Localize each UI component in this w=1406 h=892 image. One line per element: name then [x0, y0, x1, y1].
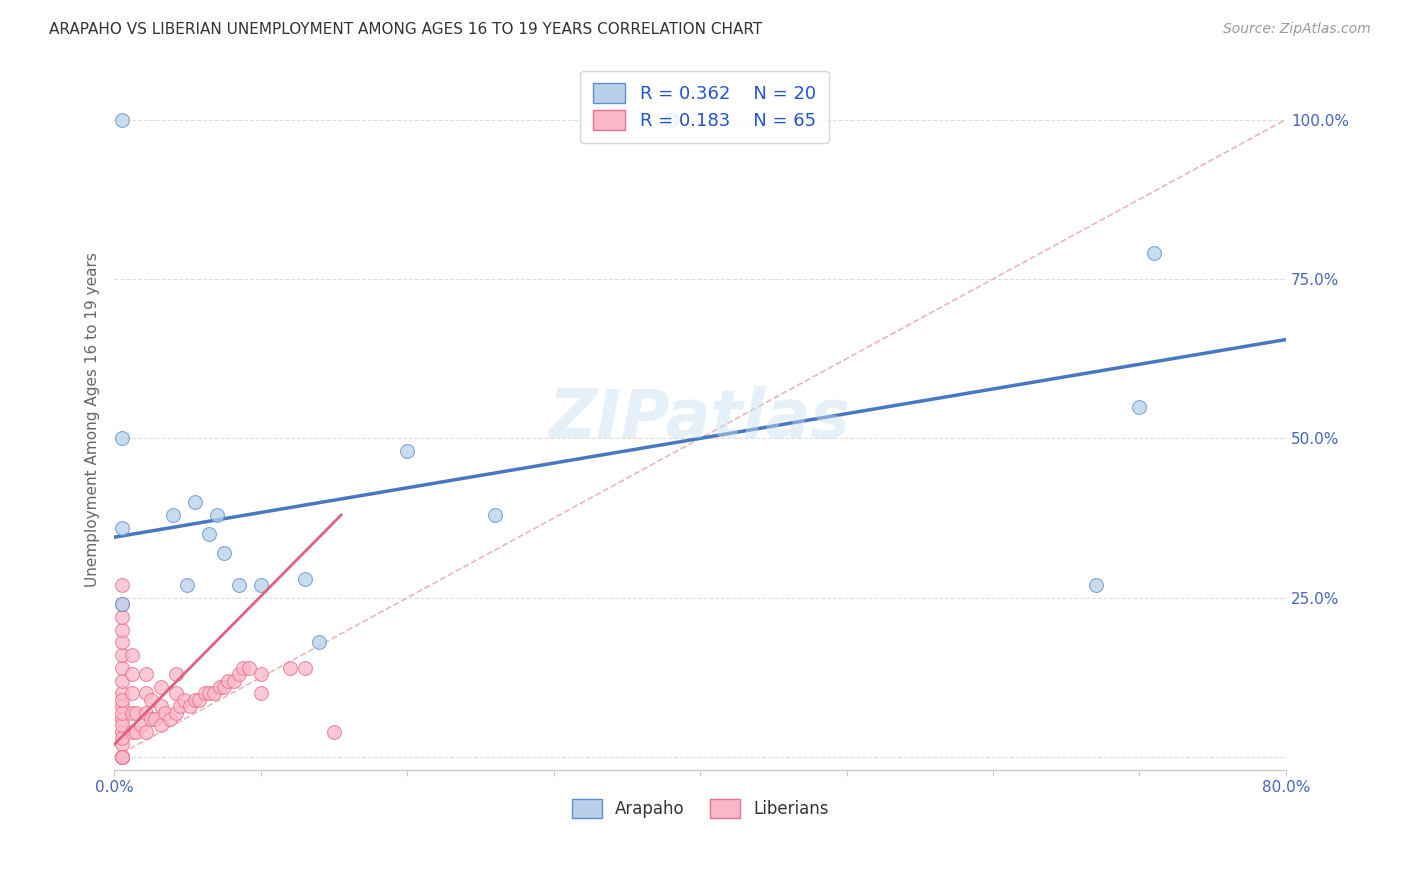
Point [110, 750, 132, 764]
Point [110, 738, 132, 752]
Point [121, 724, 143, 739]
Point [150, 699, 173, 714]
Text: ARAPAHO VS LIBERIAN UNEMPLOYMENT AMONG AGES 16 TO 19 YEARS CORRELATION CHART: ARAPAHO VS LIBERIAN UNEMPLOYMENT AMONG A… [49, 22, 762, 37]
Point [139, 712, 162, 726]
Point [110, 712, 132, 726]
Point [1128, 400, 1150, 414]
Point [110, 750, 132, 764]
Point [121, 667, 143, 681]
Point [110, 699, 132, 714]
Point [212, 546, 235, 560]
Point [198, 527, 221, 541]
Text: ZIPatlas: ZIPatlas [550, 386, 851, 452]
Point [188, 693, 211, 707]
Point [139, 693, 162, 707]
Point [173, 693, 195, 707]
Point [205, 508, 228, 522]
Point [162, 508, 184, 522]
Point [110, 750, 132, 764]
Point [110, 112, 132, 127]
Point [249, 667, 271, 681]
Point [150, 680, 173, 694]
Point [179, 699, 201, 714]
Point [110, 521, 132, 535]
Point [484, 508, 506, 522]
Point [150, 718, 173, 732]
Point [110, 731, 132, 745]
Point [121, 648, 143, 663]
Point [294, 661, 316, 675]
Point [208, 680, 231, 694]
Point [110, 686, 132, 700]
Point [110, 610, 132, 624]
Point [110, 750, 132, 764]
Text: Source: ZipAtlas.com: Source: ZipAtlas.com [1223, 22, 1371, 37]
Point [217, 673, 239, 688]
Point [198, 686, 221, 700]
Point [1143, 246, 1166, 260]
Point [165, 706, 187, 720]
Point [249, 686, 271, 700]
Point [238, 661, 260, 675]
Point [135, 724, 157, 739]
Point [155, 706, 177, 720]
Point [110, 693, 132, 707]
Point [184, 495, 207, 509]
Point [110, 623, 132, 637]
Point [110, 431, 132, 445]
Point [135, 706, 157, 720]
Point [176, 578, 198, 592]
Point [396, 444, 419, 458]
Point [228, 667, 250, 681]
Point [110, 597, 132, 611]
Point [110, 578, 132, 592]
Point [135, 667, 157, 681]
Point [169, 699, 191, 714]
Point [110, 597, 132, 611]
Point [184, 693, 207, 707]
Point [194, 686, 217, 700]
Point [143, 712, 166, 726]
Point [249, 578, 271, 592]
Point [121, 706, 143, 720]
Point [110, 673, 132, 688]
Point [278, 661, 301, 675]
Point [228, 578, 250, 592]
Point [308, 635, 330, 649]
Point [121, 686, 143, 700]
Point [202, 686, 225, 700]
Point [232, 661, 254, 675]
Point [1084, 578, 1107, 592]
Point [159, 712, 181, 726]
Point [110, 648, 132, 663]
Point [294, 572, 316, 586]
Point [165, 686, 187, 700]
Point [110, 718, 132, 732]
Point [135, 686, 157, 700]
Point [125, 724, 148, 739]
Point [125, 706, 148, 720]
Point [110, 724, 132, 739]
Point [212, 680, 235, 694]
Point [129, 718, 152, 732]
Legend: Arapaho, Liberians: Arapaho, Liberians [565, 793, 835, 825]
Point [110, 661, 132, 675]
Point [110, 635, 132, 649]
Point [659, 112, 682, 127]
Y-axis label: Unemployment Among Ages 16 to 19 years: Unemployment Among Ages 16 to 19 years [86, 252, 100, 587]
Point [110, 706, 132, 720]
Point [224, 673, 246, 688]
Point [322, 724, 344, 739]
Point [110, 750, 132, 764]
Point [165, 667, 187, 681]
